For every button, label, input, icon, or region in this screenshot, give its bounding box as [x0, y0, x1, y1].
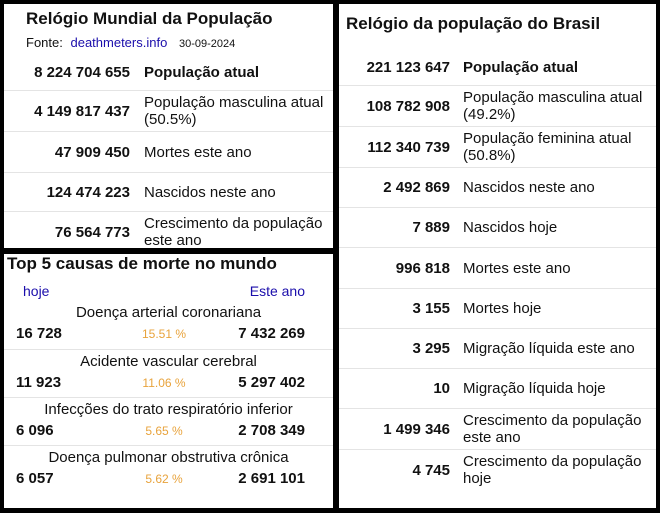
- brazil-label: População feminina atual (50.8%): [463, 130, 632, 164]
- brazil-row-male: 108 782 908 População masculina atual (4…: [339, 85, 656, 126]
- brazil-value: 2 492 869: [383, 179, 450, 196]
- cause-item: Doença arterial coronariana 16 728 15.51…: [4, 301, 333, 349]
- brazil-value: 10: [433, 380, 450, 397]
- causes-of-death-panel: Top 5 causas de morte no mundo hoje Este…: [4, 254, 333, 508]
- world-label: Nascidos neste ano: [144, 183, 276, 201]
- brazil-value: 1 499 346: [383, 420, 450, 438]
- brazil-row-births-year: 2 492 869 Nascidos neste ano: [339, 167, 656, 207]
- causes-panel-title: Top 5 causas de morte no mundo: [7, 254, 277, 273]
- cause-year: 5 297 402: [238, 374, 305, 391]
- brazil-label: Crescimento da população este ano: [463, 412, 642, 446]
- cause-today: 16 728: [16, 325, 62, 342]
- brazil-value: 996 818: [395, 259, 450, 277]
- brazil-label: População masculina atual (49.2%): [463, 89, 643, 123]
- source-label: Fonte:: [26, 35, 63, 50]
- cause-item: Infecções do trato respiratório inferior…: [4, 397, 333, 445]
- brazil-row-deaths-year: 996 818 Mortes este ano: [339, 247, 656, 288]
- col-year-header: Este ano: [249, 283, 305, 299]
- world-row-births: 124 474 223 Nascidos neste ano: [4, 172, 333, 211]
- world-label: Mortes este ano: [144, 143, 252, 161]
- brazil-value: 3 295: [412, 340, 450, 357]
- brazil-value: 112 340 739: [367, 138, 450, 156]
- cause-name: Doença arterial coronariana: [75, 304, 262, 321]
- brazil-row-female: 112 340 739 População feminina atual (50…: [339, 126, 656, 167]
- cause-percent: 5.65 %: [145, 423, 183, 438]
- cause-percent: 5.62 %: [145, 471, 183, 486]
- cause-today: 6 057: [16, 470, 54, 487]
- cause-name: Doença pulmonar obstrutiva crônica: [48, 449, 289, 466]
- causes-column-headers: hoje Este ano: [4, 283, 333, 299]
- brazil-row-births-today: 7 889 Nascidos hoje: [339, 207, 656, 247]
- brazil-row-migration-today: 10 Migração líquida hoje: [339, 368, 656, 408]
- world-value: 47 909 450: [54, 143, 130, 161]
- brazil-label: Nascidos neste ano: [463, 179, 595, 196]
- source-date: 30-09-2024: [178, 38, 236, 50]
- brazil-value: 4 745: [412, 461, 450, 479]
- cause-name: Infecções do trato respiratório inferior: [44, 401, 293, 418]
- source-line: Fonte: deathmeters.info 30-09-2024: [26, 35, 333, 50]
- world-row-male: 4 149 817 437 População masculina atual …: [4, 90, 333, 131]
- brazil-label: Migração líquida hoje: [463, 380, 606, 397]
- brazil-row-deaths-today: 3 155 Mortes hoje: [339, 288, 656, 328]
- world-label: População masculina atual (50.5%): [144, 94, 324, 128]
- brazil-label: Mortes hoje: [463, 300, 542, 317]
- cause-percent: 15.51 %: [141, 326, 187, 341]
- brazil-population-panel: Relógio da população do Brasil 221 123 6…: [339, 4, 656, 508]
- brazil-label: Migração líquida este ano: [463, 340, 635, 357]
- brazil-row-growth-year: 1 499 346 Crescimento da população este …: [339, 408, 656, 449]
- world-row-growth: 76 564 773 Crescimento da população este…: [4, 211, 333, 248]
- brazil-panel-title: Relógio da população do Brasil: [346, 14, 601, 33]
- brazil-label: Nascidos hoje: [463, 219, 558, 236]
- brazil-value: 7 889: [412, 219, 450, 236]
- cause-year: 2 691 101: [238, 470, 305, 487]
- brazil-label: Mortes este ano: [463, 259, 571, 277]
- cause-today: 6 096: [16, 422, 54, 439]
- world-label: Crescimento da população este ano: [144, 215, 323, 248]
- brazil-label: Crescimento da população hoje: [463, 453, 642, 487]
- world-value: 8 224 704 655: [34, 63, 130, 81]
- brazil-row-current: 221 123 647 População atual: [339, 49, 656, 85]
- cause-name: Acidente vascular cerebral: [80, 353, 257, 370]
- cause-today: 11 923: [16, 374, 62, 391]
- world-row-deaths: 47 909 450 Mortes este ano: [4, 131, 333, 172]
- brazil-label: População atual: [463, 58, 579, 76]
- world-row-current: 8 224 704 655 População atual: [4, 54, 333, 90]
- cause-year: 2 708 349: [238, 422, 305, 439]
- brazil-row-growth-today: 4 745 Crescimento da população hoje: [339, 449, 656, 490]
- cause-year: 7 432 269: [238, 325, 305, 342]
- brazil-value: 108 782 908: [366, 97, 450, 115]
- world-value: 124 474 223: [46, 183, 130, 201]
- col-today-header: hoje: [23, 283, 50, 299]
- world-population-panel: Relógio Mundial da População Fonte: deat…: [4, 4, 333, 248]
- source-link[interactable]: deathmeters.info: [70, 35, 168, 50]
- cause-percent: 11.06 %: [142, 375, 186, 390]
- cause-item: Acidente vascular cerebral 11 923 11.06 …: [4, 349, 333, 397]
- world-value: 4 149 817 437: [34, 102, 130, 120]
- cause-item: Doença pulmonar obstrutiva crônica 6 057…: [4, 445, 333, 493]
- brazil-row-migration-year: 3 295 Migração líquida este ano: [339, 328, 656, 368]
- brazil-value: 221 123 647: [366, 58, 450, 76]
- brazil-value: 3 155: [412, 300, 450, 317]
- world-label: População atual: [144, 63, 260, 81]
- world-value: 76 564 773: [54, 223, 130, 241]
- world-panel-title: Relógio Mundial da População: [26, 9, 273, 28]
